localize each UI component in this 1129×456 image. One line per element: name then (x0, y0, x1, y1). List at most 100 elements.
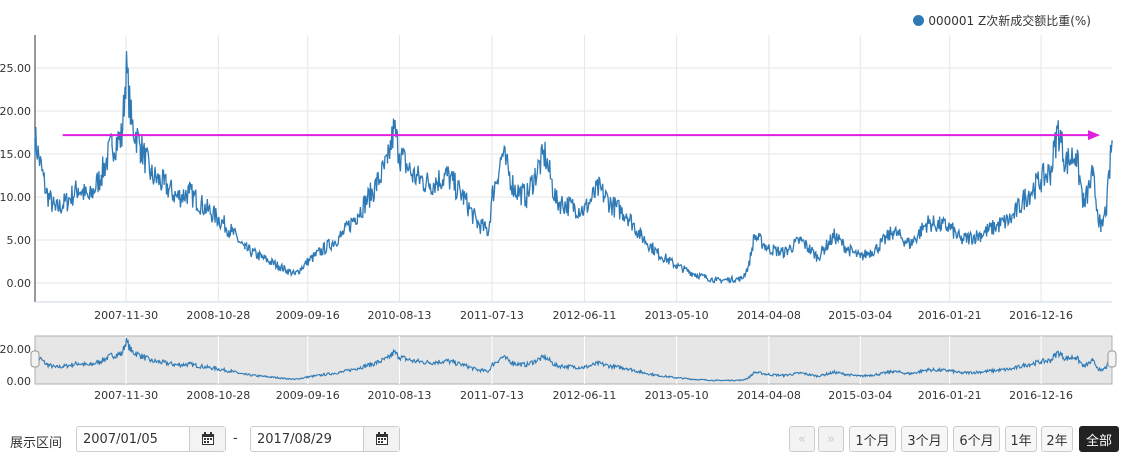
data-point (694, 273, 696, 276)
navigator-x-tick-label: 2015-03-04 (828, 389, 892, 402)
data-point (1083, 204, 1085, 207)
data-point (340, 234, 343, 237)
data-point (139, 144, 142, 147)
data-point (611, 204, 614, 207)
y-tick-label: 25.00 (0, 62, 31, 75)
data-point (1100, 230, 1102, 233)
data-point (567, 204, 570, 207)
navigator-y-tick-label: 0.00 (7, 375, 32, 388)
data-point (217, 217, 220, 220)
data-point (948, 226, 951, 228)
range-label: 展示区间 (10, 436, 63, 451)
data-point (833, 234, 836, 237)
x-tick-label: 2010-08-13 (367, 309, 431, 322)
y-tick-label: 20.00 (0, 105, 31, 118)
calendar-icon[interactable] (189, 427, 225, 451)
navigator-x-tick-label: 2012-06-11 (552, 389, 616, 402)
navigator-x-tick-label: 2016-12-16 (1009, 389, 1073, 402)
chart-legend[interactable]: 000001 Z次新成交额比重(%) (913, 12, 1091, 29)
double-left-arrow-icon: « (798, 431, 806, 447)
range-controls: 展示区间 - « » 1个月 3个月 6个月 1年 2年 全部 (0, 424, 1129, 456)
data-point (386, 161, 389, 164)
data-point (799, 239, 802, 241)
data-point (244, 247, 246, 250)
data-point (176, 196, 178, 198)
end-date-field[interactable] (250, 426, 400, 452)
y-tick-label: 5.00 (7, 234, 32, 247)
data-point (1057, 127, 1059, 129)
data-point (446, 174, 448, 177)
data-point (393, 127, 395, 129)
calendar-icon[interactable] (363, 427, 399, 451)
data-point (768, 247, 770, 250)
range-2-year-button[interactable]: 2年 (1041, 426, 1073, 452)
navigator-series-line (34, 337, 1113, 382)
range-1-month-button[interactable]: 1个月 (849, 426, 896, 452)
x-tick-label: 2011-07-13 (460, 309, 524, 322)
data-point (1040, 179, 1042, 181)
end-date-input[interactable] (251, 427, 363, 451)
data-point (544, 153, 546, 155)
start-date-input[interactable] (77, 427, 189, 451)
data-point (640, 234, 642, 237)
data-point (1064, 161, 1067, 164)
data-point (150, 174, 153, 177)
navigator-x-tick-label: 2010-08-13 (367, 389, 431, 402)
data-point (163, 183, 165, 185)
data-point (741, 277, 743, 280)
data-point (260, 256, 263, 259)
navigator-x-tick-label: 2009-09-16 (276, 389, 340, 402)
prev-page-button[interactable]: « (789, 426, 815, 452)
data-point (429, 183, 431, 185)
data-point (462, 196, 465, 198)
data-point (125, 67, 127, 69)
data-point (77, 187, 80, 190)
data-point (753, 234, 756, 237)
chart-area: 0.00 5.00 10.00 15.00 20.00 25.00 2007-11-30 20… (0, 12, 1117, 402)
data-point (201, 204, 204, 207)
series-line (34, 51, 1113, 285)
legend-label: 000001 Z次新成交额比重(%) (928, 14, 1091, 28)
data-point (534, 174, 536, 177)
range-3-month-button[interactable]: 3个月 (901, 426, 948, 452)
range-6-month-button[interactable]: 6个月 (953, 426, 1000, 452)
data-point (675, 265, 678, 267)
data-point (476, 222, 478, 224)
data-point (356, 213, 359, 215)
data-point (323, 247, 326, 250)
navigator-left-handle[interactable] (30, 350, 40, 368)
data-point (100, 174, 102, 177)
range-all-button[interactable]: 全部 (1079, 426, 1119, 452)
x-tick-label: 2009-09-16 (276, 309, 340, 322)
data-point (398, 153, 401, 155)
data-point (188, 191, 191, 194)
y-tick-label: 10.00 (0, 191, 31, 204)
data-point (66, 200, 68, 203)
navigator-x-tick-label: 2011-07-13 (460, 389, 524, 402)
data-point (130, 123, 133, 125)
data-point (959, 239, 962, 241)
data-point (1049, 170, 1052, 172)
reference-arrowhead (1088, 130, 1100, 141)
x-tick-label: 2008-10-28 (186, 309, 250, 322)
data-point (277, 265, 279, 267)
data-point (1091, 174, 1094, 177)
navigator-x-tick-label: 2013-05-10 (645, 389, 709, 402)
navigator-right-handle[interactable] (1107, 350, 1117, 368)
data-point (121, 136, 123, 138)
data-point (875, 247, 878, 250)
x-tick-label: 2007-11-30 (94, 309, 158, 322)
data-point (294, 273, 296, 276)
start-date-field[interactable] (76, 426, 226, 452)
data-point (525, 196, 528, 198)
x-tick-label: 2013-05-10 (645, 309, 709, 322)
date-separator: - (233, 431, 238, 446)
navigator-x-tick-label: 2008-10-28 (186, 389, 250, 402)
range-1-year-button[interactable]: 1年 (1005, 426, 1037, 452)
data-point (54, 209, 57, 211)
x-tick-label: 2014-04-08 (737, 309, 801, 322)
data-point (747, 265, 750, 267)
data-point (909, 243, 912, 246)
data-point (926, 222, 929, 224)
next-page-button[interactable]: » (818, 426, 844, 452)
